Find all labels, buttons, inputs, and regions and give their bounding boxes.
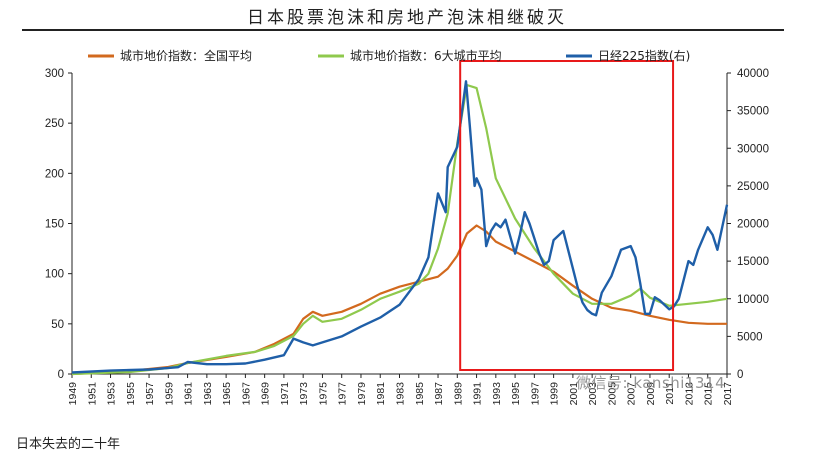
x-tick-label: 1987 (433, 382, 445, 406)
x-tick-label: 1977 (337, 382, 349, 406)
y-right-tick-label: 15000 (737, 256, 769, 268)
y-left-tick-label: 300 (45, 68, 64, 80)
x-tick-label: 1963 (202, 382, 214, 406)
x-tick-label: 2011 (664, 382, 676, 405)
chart-title: 日本股票泡沫和房地产泡沫相继破灭 (247, 8, 567, 28)
y-left-tick-label: 0 (58, 369, 64, 381)
y-left-tick-label: 50 (51, 319, 64, 331)
x-tick-label: 1953 (106, 382, 118, 406)
x-tick-label: 2009 (645, 382, 657, 406)
x-tick-label: 1961 (183, 382, 195, 406)
watermark: 微信号: kanshi1314 (576, 374, 726, 392)
x-tick-label: 1971 (279, 382, 291, 406)
x-tick-label: 2015 (703, 382, 715, 406)
y-right-tick-label: 25000 (737, 181, 769, 193)
x-tick-label: 1973 (298, 382, 310, 406)
y-right-tick-label: 20000 (737, 219, 769, 231)
y-right-tick-label: 35000 (737, 106, 769, 118)
x-tick-label: 1975 (317, 382, 329, 406)
series-line-3 (71, 80, 729, 374)
x-tick-label: 2013 (683, 382, 695, 406)
x-tick-label: 2001 (568, 382, 580, 406)
x-tick-label: 1969 (260, 382, 272, 406)
legend-label-2: 城市地价指数：6大城市平均 (350, 48, 502, 63)
x-tick-label: 1991 (472, 382, 484, 406)
x-tick-label: 1989 (452, 382, 464, 406)
y-left-tick-label: 250 (45, 118, 64, 130)
x-tick-label: 2003 (587, 382, 599, 406)
x-tick-label: 1957 (144, 382, 156, 406)
x-tick-label: 1997 (529, 382, 541, 406)
x-tick-label: 1999 (549, 382, 561, 406)
highlight-box (459, 60, 675, 371)
y-right-tick-label: 0 (737, 369, 743, 381)
caption: 日本失去的二十年 (16, 437, 121, 452)
x-tick-label: 2005 (606, 382, 618, 406)
x-tick-label: 1979 (356, 382, 368, 406)
y-left-tick-label: 200 (45, 168, 64, 180)
x-tick-label: 1955 (125, 382, 137, 406)
y-right-tick-label: 30000 (737, 143, 769, 155)
series-line-2 (71, 83, 728, 376)
series-line-1 (71, 224, 727, 376)
x-tick-label: 1965 (221, 382, 233, 406)
x-tick-label: 1951 (86, 382, 98, 406)
x-tick-label: 1993 (491, 382, 503, 406)
y-left-tick-label: 100 (45, 269, 64, 281)
x-tick-label: 1995 (510, 382, 522, 406)
x-tick-label: 1967 (240, 382, 252, 406)
x-tick-label: 2017 (722, 382, 734, 406)
y-right-tick-label: 40000 (737, 68, 769, 80)
x-tick-label: 1981 (375, 382, 387, 406)
y-right-tick-label: 10000 (737, 294, 769, 306)
x-tick-label: 1949 (67, 382, 79, 406)
x-tick-label: 1959 (163, 382, 175, 406)
y-right-tick-label: 5000 (737, 331, 763, 343)
x-tick-label: 1983 (395, 382, 407, 406)
title-rule (22, 29, 784, 31)
x-tick-label: 2007 (626, 382, 638, 406)
legend-label-3: 日经225指数(右) (598, 48, 690, 63)
y-left-tick-label: 150 (45, 219, 64, 231)
x-tick-label: 1985 (414, 382, 426, 406)
legend-label-1: 城市地价指数：全国平均 (120, 48, 252, 63)
